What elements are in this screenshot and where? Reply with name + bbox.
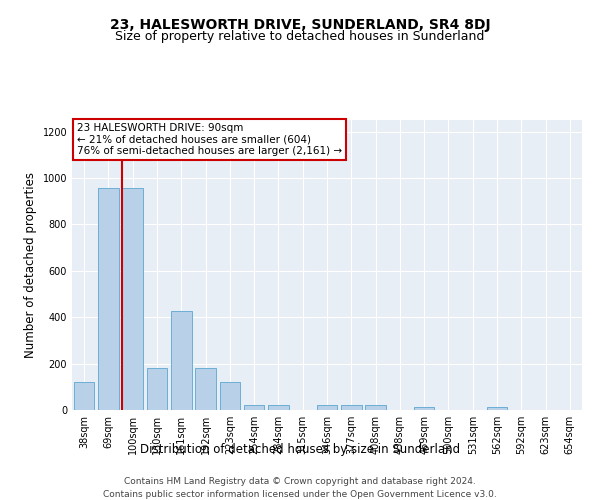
Bar (146, 368, 167, 410)
Bar (365, 405, 386, 410)
Text: Distribution of detached houses by size in Sunderland: Distribution of detached houses by size … (140, 442, 460, 456)
Bar (268, 405, 289, 410)
Text: Size of property relative to detached houses in Sunderland: Size of property relative to detached ho… (115, 30, 485, 43)
Y-axis label: Number of detached properties: Number of detached properties (24, 172, 37, 358)
Bar (122, 188, 143, 410)
Text: Contains HM Land Registry data © Crown copyright and database right 2024.: Contains HM Land Registry data © Crown c… (124, 478, 476, 486)
Bar (317, 405, 337, 410)
Bar (487, 408, 508, 410)
Text: Contains public sector information licensed under the Open Government Licence v3: Contains public sector information licen… (103, 490, 497, 499)
Bar (98, 188, 119, 410)
Bar (414, 408, 434, 410)
Bar (341, 405, 362, 410)
Text: 23, HALESWORTH DRIVE, SUNDERLAND, SR4 8DJ: 23, HALESWORTH DRIVE, SUNDERLAND, SR4 8D… (110, 18, 490, 32)
Bar (171, 310, 191, 410)
Bar (74, 382, 94, 410)
Bar (195, 368, 216, 410)
Bar (244, 405, 265, 410)
Bar (220, 382, 240, 410)
Text: 23 HALESWORTH DRIVE: 90sqm
← 21% of detached houses are smaller (604)
76% of sem: 23 HALESWORTH DRIVE: 90sqm ← 21% of deta… (77, 123, 342, 156)
